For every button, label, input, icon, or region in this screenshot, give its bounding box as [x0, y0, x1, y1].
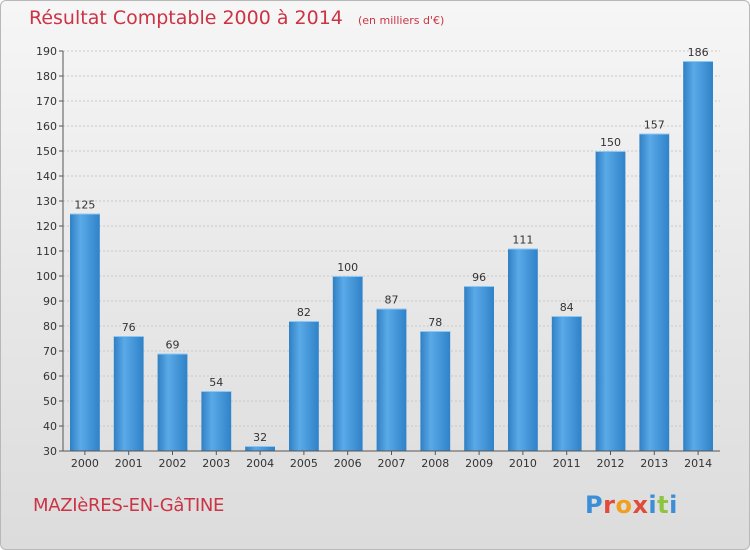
bar	[376, 308, 407, 451]
bar	[157, 353, 188, 451]
brand-letter: i	[648, 491, 658, 519]
bar	[639, 133, 670, 451]
data-label: 111	[512, 234, 533, 247]
x-tick-label: 2010	[509, 457, 537, 470]
chart-title: Résultat Comptable 2000 à 2014	[29, 7, 343, 29]
place-name: MAZIèRES-EN-GâTINE	[33, 495, 225, 516]
x-tick-label: 2007	[378, 457, 406, 470]
x-tick-label: 2011	[553, 457, 581, 470]
x-tick-label: 2003	[202, 457, 230, 470]
title-row: Résultat Comptable 2000 à 2014 (en milli…	[29, 7, 444, 29]
x-tick-label: 2000	[71, 457, 99, 470]
data-label: 157	[644, 119, 665, 132]
brand-letter: i	[669, 491, 678, 519]
x-tick-label: 2012	[597, 457, 625, 470]
y-tick-label: 80	[43, 320, 57, 333]
bar	[551, 316, 582, 451]
brand-letter: r	[603, 491, 616, 519]
data-label: 69	[166, 339, 180, 352]
y-tick-label: 40	[43, 420, 57, 433]
data-label: 96	[472, 271, 486, 284]
bar	[201, 391, 232, 451]
bar	[595, 151, 626, 451]
bar	[245, 446, 275, 451]
data-label: 82	[297, 306, 311, 319]
y-tick-label: 190	[36, 45, 57, 58]
data-label: 100	[337, 261, 358, 274]
y-tick-label: 60	[43, 370, 57, 383]
y-tick-label: 110	[36, 245, 57, 258]
bars: 125 76 69 54 32 82 100 87 78 96 111 84 150 157 186	[70, 46, 713, 451]
y-tick-label: 130	[36, 195, 57, 208]
bar	[70, 213, 100, 451]
brand-letter: t	[657, 491, 670, 519]
x-tick-label: 2004	[246, 457, 274, 470]
data-label: 84	[560, 301, 574, 314]
axes: 30 40 50 60 70 80 90 100 110 120 130 140 150 160 170 18…	[36, 45, 720, 470]
brand-letter: P	[585, 491, 604, 519]
brand-logo: Proxiti	[585, 491, 678, 519]
data-label: 76	[122, 321, 136, 334]
x-tick-label: 2001	[115, 457, 143, 470]
data-label: 186	[688, 46, 709, 59]
y-tick-label: 90	[43, 295, 57, 308]
bar	[289, 321, 319, 451]
x-tick-label: 2008	[421, 457, 449, 470]
bar	[420, 331, 451, 451]
x-tick-label: 2013	[640, 457, 668, 470]
data-label: 32	[253, 431, 267, 444]
y-tick-label: 160	[36, 120, 57, 133]
y-tick-label: 100	[36, 270, 57, 283]
bar	[508, 248, 538, 451]
data-label: 125	[74, 199, 95, 212]
y-tick-label: 50	[43, 395, 57, 408]
y-tick-label: 120	[36, 220, 57, 233]
y-tick-label: 180	[36, 70, 57, 83]
y-tick-label: 70	[43, 345, 57, 358]
data-label: 78	[428, 316, 442, 329]
x-tick-label: 2006	[334, 457, 362, 470]
bar	[113, 336, 144, 451]
y-tick-label: 140	[36, 170, 57, 183]
data-label: 87	[385, 294, 399, 307]
x-tick-label: 2005	[290, 457, 318, 470]
y-tick-label: 150	[36, 145, 57, 158]
brand-letter: x	[632, 491, 649, 519]
chart-subtitle: (en milliers d'€)	[357, 14, 445, 27]
x-tick-label: 2009	[465, 457, 493, 470]
bar	[683, 61, 713, 451]
y-tick-label: 170	[36, 95, 57, 108]
x-tick-label: 2002	[159, 457, 187, 470]
x-tick-label: 2014	[684, 457, 712, 470]
data-label: 54	[209, 376, 223, 389]
y-tick-label: 30	[43, 445, 57, 458]
bar	[332, 276, 363, 451]
data-label: 150	[600, 136, 621, 149]
brand-letter: o	[615, 491, 633, 519]
bar	[464, 286, 494, 451]
